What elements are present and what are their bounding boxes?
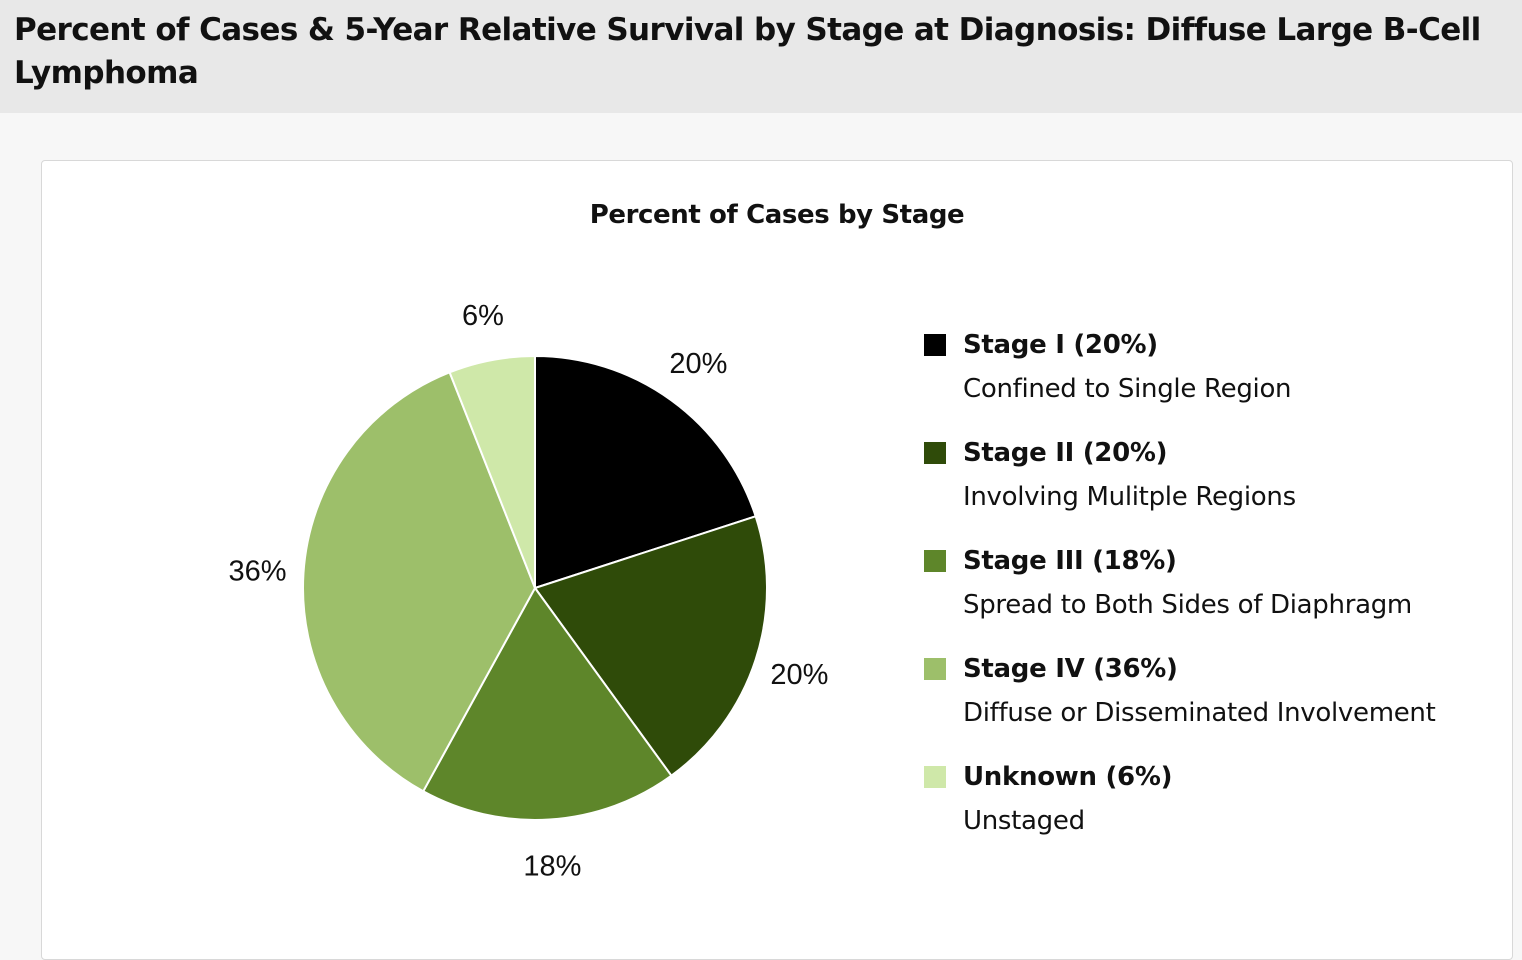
page-title: Percent of Cases & 5-Year Relative Survi… bbox=[14, 12, 1481, 91]
pie-slice-3[interactable] bbox=[421, 586, 673, 821]
slice-label-1: 20% bbox=[669, 348, 727, 380]
legend-item-4[interactable]: Stage IV (36%) Diffuse or Disseminated In… bbox=[924, 654, 1484, 762]
chart-card bbox=[41, 160, 1513, 960]
legend-title: Stage II (20%) bbox=[963, 438, 1168, 468]
pie-slice-5[interactable] bbox=[448, 354, 536, 589]
legend-title: Stage III (18%) bbox=[963, 546, 1177, 576]
chart-legend: Stage I (20%) Confined to Single Region St… bbox=[924, 330, 1484, 870]
slice-label-5: 6% bbox=[462, 300, 504, 332]
legend-swatch bbox=[924, 550, 946, 572]
pie-slice-1[interactable] bbox=[534, 354, 757, 590]
legend-description: Confined to Single Region bbox=[963, 374, 1292, 404]
legend-item-3[interactable]: Stage III (18%) Spread to Both Sides of D… bbox=[924, 546, 1484, 654]
legend-swatch bbox=[924, 334, 946, 356]
pie-slice-2[interactable] bbox=[533, 515, 768, 778]
pie-slice-4[interactable] bbox=[302, 370, 537, 793]
legend-description: Involving Mulitple Regions bbox=[963, 482, 1296, 512]
legend-item-2[interactable]: Stage II (20%) Involving Mulitple Regions bbox=[924, 438, 1484, 546]
chart-title: Percent of Cases by Stage bbox=[589, 200, 965, 230]
legend-swatch bbox=[924, 766, 946, 788]
legend-item-5[interactable]: Unknown (6%) Unstaged bbox=[924, 762, 1484, 870]
slice-label-4: 36% bbox=[229, 556, 287, 588]
legend-swatch bbox=[924, 658, 946, 680]
legend-description: Spread to Both Sides of Diaphragm bbox=[963, 590, 1412, 620]
legend-swatch bbox=[924, 442, 946, 464]
legend-title: Stage IV (36%) bbox=[963, 654, 1178, 684]
slice-label-2: 20% bbox=[770, 659, 828, 691]
slice-label-3: 18% bbox=[523, 850, 581, 882]
legend-title: Unknown (6%) bbox=[963, 762, 1173, 792]
legend-description: Diffuse or Disseminated Involvement bbox=[963, 698, 1436, 728]
legend-description: Unstaged bbox=[963, 806, 1085, 836]
legend-title: Stage I (20%) bbox=[963, 330, 1158, 360]
pie-chart: 20% 20% 18% 36% 6% bbox=[229, 300, 829, 883]
legend-item-1[interactable]: Stage I (20%) Confined to Single Region bbox=[924, 330, 1484, 438]
page-header: Percent of Cases & 5-Year Relative Survi… bbox=[0, 0, 1522, 113]
